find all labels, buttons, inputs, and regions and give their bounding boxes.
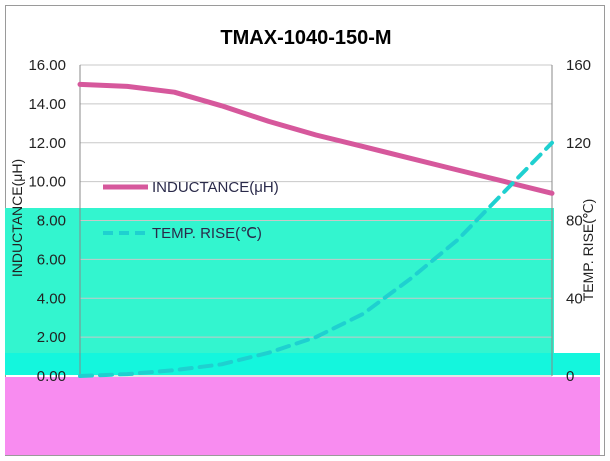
y2-tick-label: 0 (566, 368, 574, 385)
legend-label-inductance: INDUCTANCE(μH) (152, 179, 279, 196)
series-line-temp-rise (78, 140, 554, 378)
y2-tick-label: 80 (566, 213, 583, 230)
y-tick-label: 8.00 (37, 213, 66, 230)
magenta-band (5, 377, 600, 455)
axes (79, 65, 553, 376)
series-line-inductance (77, 81, 555, 196)
y2-tick-label: 160 (566, 57, 591, 74)
y-tick-label: 0.00 (37, 368, 66, 385)
y-tick-label: 12.00 (28, 135, 66, 152)
y-tick-label: 4.00 (37, 290, 66, 307)
legend: INDUCTANCE(μH) TEMP. RISE(℃) (103, 179, 279, 242)
gridlines (80, 64, 552, 377)
teal-strip (5, 353, 600, 375)
y-axis-label: INDUCTANCE(μH) (9, 159, 25, 277)
y2-tick-label: 40 (566, 290, 583, 307)
cyan-band (5, 208, 554, 353)
chart-title: TMAX-1040-150-M (220, 27, 391, 49)
y-tick-label: 16.00 (28, 57, 66, 74)
y-tick-label: 10.00 (28, 174, 66, 191)
y2-axis-label: TEMP. RISE(℃) (580, 199, 596, 302)
y2-tick-label: 120 (566, 135, 591, 152)
right-tick-labels: 0 40 80 120 160 (566, 57, 591, 385)
left-tick-labels: 0.00 2.00 4.00 6.00 8.00 10.00 12.00 14.00 16.00 (28, 57, 66, 385)
y-tick-label: 2.00 (37, 329, 66, 346)
y-tick-label: 6.00 (37, 251, 66, 268)
y-tick-label: 14.00 (28, 96, 66, 113)
series-lines (77, 81, 555, 378)
legend-label-temp-rise: TEMP. RISE(℃) (152, 225, 262, 242)
